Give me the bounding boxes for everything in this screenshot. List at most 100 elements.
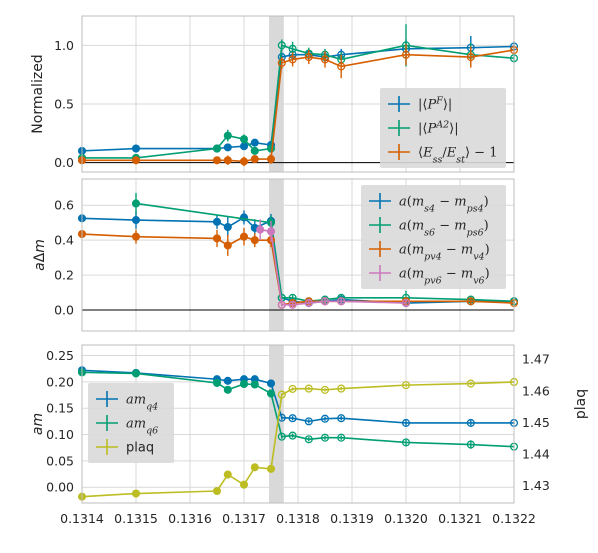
data-point (288, 431, 297, 440)
y-axis-label: aΔm (32, 239, 48, 271)
axes-frame (81, 178, 515, 332)
data-point (250, 236, 259, 245)
y-axis-label: Normalized (30, 54, 46, 133)
data-point (401, 50, 411, 59)
panel-2: 0.0 0.2 0.4 0.6 aΔm a(ms4 − mps4) a(ms6 − mps6… (32, 178, 519, 332)
data-point (466, 418, 475, 427)
data-point (212, 378, 222, 387)
y-tick-label: 0.4 (54, 233, 74, 248)
x-tick-label: 0.1316 (168, 511, 212, 526)
data-point (131, 144, 141, 153)
data-point (250, 146, 259, 155)
transition-band (269, 345, 284, 503)
legend-box (380, 88, 506, 168)
legend-entry: |⟨PF⟩| (388, 95, 452, 113)
y2-tick-label: 1.45 (522, 415, 550, 430)
data-point (131, 232, 141, 241)
data-point (277, 41, 286, 50)
legend: a(ms4 − mps4) a(ms6 − mps6) a(mpv4 − mv4) a… (361, 185, 506, 289)
data-point (212, 156, 222, 165)
x-tick-label: 0.1318 (276, 511, 320, 526)
data-point (266, 389, 276, 398)
y-tick-label: 0.0 (54, 155, 74, 170)
y2-tick-label: 1.44 (522, 447, 550, 462)
series-4 (256, 219, 411, 309)
y2-tick-label: 1.43 (522, 478, 550, 493)
series-3 (77, 377, 519, 501)
legend-entry: ⟨Ess/Est⟩ − 1 (388, 144, 497, 165)
data-point (212, 144, 222, 153)
data-point (288, 44, 297, 53)
data-point (288, 384, 297, 393)
data-point (131, 369, 141, 378)
data-point (223, 470, 232, 479)
data-point (401, 298, 411, 308)
x-tick-label: 0.1315 (114, 511, 158, 526)
data-point (266, 144, 276, 153)
x-tick-label: 0.1317 (222, 511, 266, 526)
data-point (277, 390, 286, 399)
legend-label: amq4 (126, 393, 158, 413)
x-tick-label: 0.1314 (60, 511, 104, 526)
data-point (304, 417, 313, 426)
legend-box (361, 185, 506, 289)
y-axis-label: am (30, 413, 46, 435)
series-3 (77, 44, 519, 167)
legend-entry: |⟨PA2⟩| (388, 119, 459, 137)
data-point (131, 199, 141, 208)
data-point (304, 53, 313, 62)
data-point (239, 135, 249, 144)
data-point (401, 418, 411, 427)
x-tick-label: 0.1320 (384, 511, 428, 526)
x-tick-label: 0.1322 (492, 511, 536, 526)
legend-label: amq6 (126, 417, 158, 437)
data-point (401, 381, 411, 390)
legend-label: a(ms4 − mps4) (399, 195, 489, 215)
panel-1: 0.0 0.5 1.0 Normalized |⟨PF⟩| |⟨PA2⟩| ⟨Ess/Est… (30, 15, 519, 173)
data-point (337, 297, 346, 306)
legend-label: |⟨PA2⟩| (418, 119, 459, 137)
data-point (337, 384, 346, 393)
data-point (337, 433, 346, 442)
data-point (239, 157, 249, 166)
data-point (304, 298, 313, 308)
data-point (239, 232, 249, 241)
legend-entry: a(ms4 − mps4) (369, 193, 489, 214)
data-point (131, 489, 141, 498)
y-tick-label: 0.00 (46, 480, 74, 495)
legend: |⟨PF⟩| |⟨PA2⟩| ⟨Ess/Est⟩ − 1 (380, 88, 506, 168)
legend-label: ⟨Ess/Est⟩ − 1 (418, 146, 497, 166)
data-point (250, 463, 259, 472)
axes-frame (81, 344, 515, 504)
y-tick-label: 0.05 (46, 453, 74, 468)
data-point (320, 297, 330, 306)
legend-entry: amq6 (96, 415, 158, 436)
legend-label: a(mpv6 − mv6) (399, 267, 490, 287)
y-tick-label: 0.0 (54, 303, 74, 318)
series-line (135, 202, 515, 303)
legend-label: |⟨PF⟩| (418, 95, 452, 113)
y-tick-label: 1.0 (54, 38, 74, 53)
data-point (288, 414, 297, 423)
data-point (320, 55, 330, 64)
data-point (266, 227, 276, 236)
y-tick-label: 0.10 (46, 427, 74, 442)
y-tick-label: 0.20 (46, 374, 74, 389)
data-point (250, 138, 259, 147)
data-point (466, 379, 475, 388)
data-point (131, 156, 141, 165)
data-point (266, 155, 276, 164)
data-point (223, 143, 232, 152)
legend-entry: a(ms6 − mps6) (369, 217, 489, 238)
data-point (337, 62, 346, 71)
data-point (304, 435, 313, 444)
data-point (337, 414, 346, 423)
legend-label: a(ms6 − mps6) (399, 219, 489, 239)
data-point (212, 217, 222, 226)
data-point (320, 414, 330, 423)
data-point (250, 380, 259, 389)
series-line (260, 228, 407, 306)
legend-entry: plaq (96, 439, 154, 456)
